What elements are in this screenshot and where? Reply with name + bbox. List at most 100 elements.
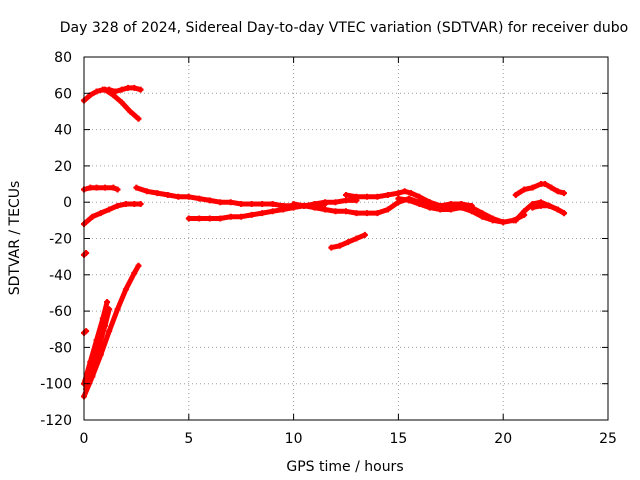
data-point — [143, 188, 150, 195]
data-point — [343, 208, 349, 215]
data-point — [135, 115, 142, 122]
data-point — [238, 201, 245, 208]
data-point — [131, 201, 138, 208]
data-point — [374, 210, 381, 217]
data-point — [227, 213, 234, 220]
data-point — [101, 322, 108, 329]
data-point — [447, 206, 454, 213]
data-point — [322, 206, 329, 213]
x-tick-label: 25 — [599, 431, 617, 447]
data-point — [363, 193, 370, 200]
data-point — [137, 201, 144, 208]
y-tick-label: 60 — [54, 86, 72, 102]
y-tick-label: -100 — [40, 377, 72, 393]
data-point — [512, 191, 519, 198]
data-point — [353, 210, 360, 217]
data-point — [537, 202, 544, 209]
series-line — [81, 85, 144, 104]
data-point — [93, 184, 100, 191]
data-point — [196, 195, 203, 202]
data-point — [97, 210, 104, 217]
data-point — [259, 210, 266, 217]
data-point — [175, 193, 182, 200]
data-point — [546, 202, 553, 209]
x-tick-label: 15 — [389, 431, 407, 447]
series-arc-isolated-neg — [328, 231, 368, 251]
data-point — [363, 210, 370, 217]
x-tick-label: 5 — [184, 431, 193, 447]
data-point — [468, 208, 475, 215]
data-point — [384, 191, 391, 198]
data-point — [554, 188, 561, 195]
data-point — [135, 262, 142, 269]
data-point — [542, 181, 549, 188]
data-point — [131, 269, 138, 276]
data-point — [164, 191, 171, 198]
data-point — [343, 191, 349, 198]
y-tick-label: -40 — [49, 268, 72, 284]
data-point — [269, 201, 276, 208]
y-tick-label: 40 — [54, 123, 72, 139]
data-point — [217, 215, 224, 222]
data-point — [560, 190, 567, 197]
data-point — [437, 206, 444, 213]
data-point — [106, 306, 113, 313]
chart-title: Day 328 of 2024, Sidereal Day-to-day VTE… — [60, 20, 628, 36]
series-arc-late-high — [512, 181, 567, 198]
data-point — [137, 86, 144, 93]
data-point — [416, 201, 423, 208]
data-point — [106, 328, 113, 335]
data-point — [106, 206, 113, 213]
data-point — [529, 184, 536, 191]
data-point — [185, 193, 192, 200]
data-point — [87, 184, 94, 191]
data-point — [185, 215, 192, 222]
data-point — [336, 242, 343, 249]
series-line — [83, 306, 112, 392]
y-tick-label: -120 — [40, 413, 72, 429]
data-point — [395, 190, 402, 197]
data-point — [89, 213, 96, 220]
data-point — [407, 190, 414, 197]
data-point — [127, 108, 134, 115]
data-point — [560, 210, 567, 217]
data-point — [332, 199, 339, 206]
data-point — [280, 206, 287, 213]
series-arc-main-5 — [395, 195, 507, 226]
data-point — [384, 206, 391, 213]
y-tick-label: 20 — [54, 159, 72, 175]
series-point-b — [81, 250, 90, 258]
y-tick-label: 80 — [54, 50, 72, 66]
data-point — [361, 231, 368, 238]
data-point — [554, 206, 561, 213]
data-point — [114, 186, 121, 193]
data-point — [521, 186, 528, 193]
data-point — [248, 201, 255, 208]
data-point — [154, 190, 161, 197]
data-point — [93, 88, 100, 95]
data-point — [227, 199, 234, 206]
data-point — [405, 197, 412, 204]
y-tick-label: -60 — [49, 304, 72, 320]
data-point — [426, 199, 433, 206]
series-arc-steep-3 — [83, 306, 113, 393]
data-point — [122, 286, 129, 293]
data-point — [122, 201, 129, 208]
plot-frame — [83, 56, 609, 421]
data-point — [301, 202, 308, 209]
data-point — [479, 213, 486, 220]
data-point — [118, 86, 125, 93]
x-axis-label: GPS time / hours — [286, 459, 403, 475]
data-series-group — [81, 84, 567, 400]
data-point — [110, 184, 117, 191]
data-point — [395, 195, 402, 202]
data-point — [104, 299, 111, 306]
data-point — [101, 86, 108, 93]
data-point — [332, 208, 339, 215]
data-point — [512, 217, 519, 224]
data-point — [521, 208, 528, 215]
data-point — [311, 204, 318, 211]
x-tick-label: 10 — [285, 431, 303, 447]
data-point — [322, 199, 329, 206]
y-tick-label: 0 — [63, 195, 72, 211]
